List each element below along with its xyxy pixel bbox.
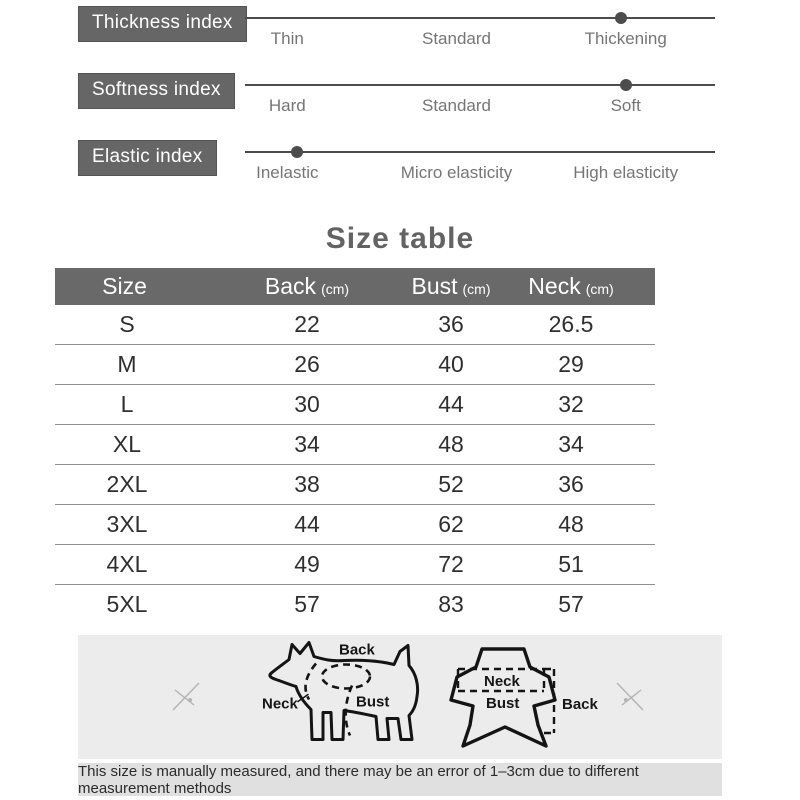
thickness-index-slider: Thin Standard Thickening bbox=[245, 6, 715, 64]
index-option-label: High elasticity bbox=[573, 163, 679, 182]
slider-track bbox=[245, 17, 715, 19]
measurement-guide-panel: Back Neck Bust Neck Bust Back bbox=[78, 635, 722, 759]
cell-bust: 83 bbox=[438, 591, 464, 617]
slider-track bbox=[245, 84, 715, 86]
softness-index-label: Softness index bbox=[78, 73, 235, 109]
size-row: 2XL 38 52 36 bbox=[55, 464, 655, 504]
index-option-label: Thickening bbox=[584, 29, 667, 48]
size-row: S 22 36 26.5 bbox=[55, 305, 655, 344]
thickness-index-label: Thickness index bbox=[78, 6, 247, 42]
size-table: Size Back (cm) Bust (cm) Neck (cm) S 22 … bbox=[55, 268, 655, 624]
size-row: L 30 44 32 bbox=[55, 384, 655, 424]
cell-size: L bbox=[120, 391, 134, 417]
size-row: 4XL 49 72 51 bbox=[55, 544, 655, 584]
garment-back-label: Back bbox=[562, 696, 599, 713]
index-option-label: Thin bbox=[270, 29, 304, 48]
index-level-dot bbox=[290, 146, 303, 158]
index-option-label: Standard bbox=[422, 29, 491, 48]
cell-bust: 44 bbox=[438, 391, 464, 417]
cell-size: 4XL bbox=[106, 551, 148, 577]
column-label: Size bbox=[102, 273, 147, 299]
column-header-bust: Bust (cm) bbox=[411, 273, 490, 300]
cell-back: 38 bbox=[294, 471, 320, 497]
cell-back: 22 bbox=[294, 311, 320, 337]
column-unit: (cm) bbox=[585, 281, 614, 297]
size-row: 3XL 44 62 48 bbox=[55, 504, 655, 544]
cell-size: S bbox=[119, 311, 135, 337]
cell-bust: 62 bbox=[438, 511, 464, 537]
index-level-dot bbox=[615, 12, 627, 24]
column-header-size: Size bbox=[55, 273, 199, 300]
cell-neck: 51 bbox=[558, 551, 584, 577]
cell-size: 3XL bbox=[106, 511, 148, 537]
size-table-header: Size Back (cm) Bust (cm) Neck (cm) bbox=[55, 268, 655, 305]
cell-back: 44 bbox=[294, 511, 320, 537]
measurement-disclaimer: This size is manually measured, and ther… bbox=[78, 763, 722, 797]
cell-bust: 40 bbox=[438, 351, 464, 377]
softness-index-slider: Hard Standard Soft bbox=[245, 73, 715, 131]
index-level-dot bbox=[619, 79, 632, 91]
cell-bust: 52 bbox=[438, 471, 464, 497]
size-row: 5XL 57 83 57 bbox=[55, 584, 655, 624]
column-label: Back bbox=[264, 273, 317, 299]
dog-back-label: Back bbox=[339, 642, 376, 659]
cell-neck: 36 bbox=[558, 471, 584, 497]
dog-neck-label: Neck bbox=[262, 696, 299, 713]
cell-bust: 36 bbox=[438, 311, 464, 337]
cell-neck: 57 bbox=[558, 591, 584, 617]
index-option-label: Micro elasticity bbox=[400, 163, 513, 182]
index-option-label: Standard bbox=[422, 96, 491, 115]
softness-index-row: Softness index Hard Standard Soft bbox=[0, 73, 800, 135]
cell-bust: 48 bbox=[438, 431, 464, 457]
cell-neck: 34 bbox=[558, 431, 584, 457]
garment-neck-label: Neck bbox=[484, 673, 521, 690]
size-row: XL 34 48 34 bbox=[55, 424, 655, 464]
cell-back: 26 bbox=[294, 351, 320, 377]
column-unit: (cm) bbox=[321, 281, 350, 297]
dog-measurement-diagram: Back Neck Bust bbox=[262, 641, 420, 741]
elastic-index-slider: Inelastic Micro elasticity High elastici… bbox=[245, 140, 715, 198]
cell-neck: 48 bbox=[558, 511, 584, 537]
cell-bust: 72 bbox=[438, 551, 464, 577]
carousel-prev-icon[interactable] bbox=[166, 677, 206, 717]
cell-size: M bbox=[117, 351, 137, 377]
column-label: Neck bbox=[528, 273, 581, 299]
cell-back: 49 bbox=[294, 551, 320, 577]
cell-neck: 32 bbox=[558, 391, 584, 417]
column-label: Bust bbox=[411, 273, 458, 299]
cell-size: 5XL bbox=[106, 591, 148, 617]
cell-back: 30 bbox=[294, 391, 320, 417]
garment-bust-label: Bust bbox=[486, 695, 519, 712]
dog-bust-label: Bust bbox=[356, 694, 389, 711]
garment-measurement-diagram: Neck Bust Back bbox=[449, 647, 599, 748]
column-unit: (cm) bbox=[462, 281, 491, 297]
index-option-label: Soft bbox=[610, 96, 641, 115]
column-header-neck: Neck (cm) bbox=[487, 273, 655, 300]
cell-back: 34 bbox=[294, 431, 320, 457]
cell-neck: 26.5 bbox=[548, 311, 594, 337]
cell-size: 2XL bbox=[106, 471, 148, 497]
size-table-title: Size table bbox=[325, 222, 475, 255]
carousel-next-icon[interactable] bbox=[610, 677, 650, 717]
size-row: M 26 40 29 bbox=[55, 344, 655, 384]
index-option-label: Hard bbox=[268, 96, 306, 115]
elastic-index-label: Elastic index bbox=[78, 140, 217, 176]
column-header-back: Back (cm) bbox=[199, 273, 415, 300]
cell-back: 57 bbox=[294, 591, 320, 617]
elastic-index-row: Elastic index Inelastic Micro elasticity… bbox=[0, 140, 800, 202]
cell-size: XL bbox=[112, 431, 142, 457]
slider-track bbox=[245, 151, 715, 153]
thickness-index-row: Thickness index Thin Standard Thickening bbox=[0, 6, 800, 68]
index-option-label: Inelastic bbox=[256, 163, 319, 182]
cell-neck: 29 bbox=[558, 351, 584, 377]
